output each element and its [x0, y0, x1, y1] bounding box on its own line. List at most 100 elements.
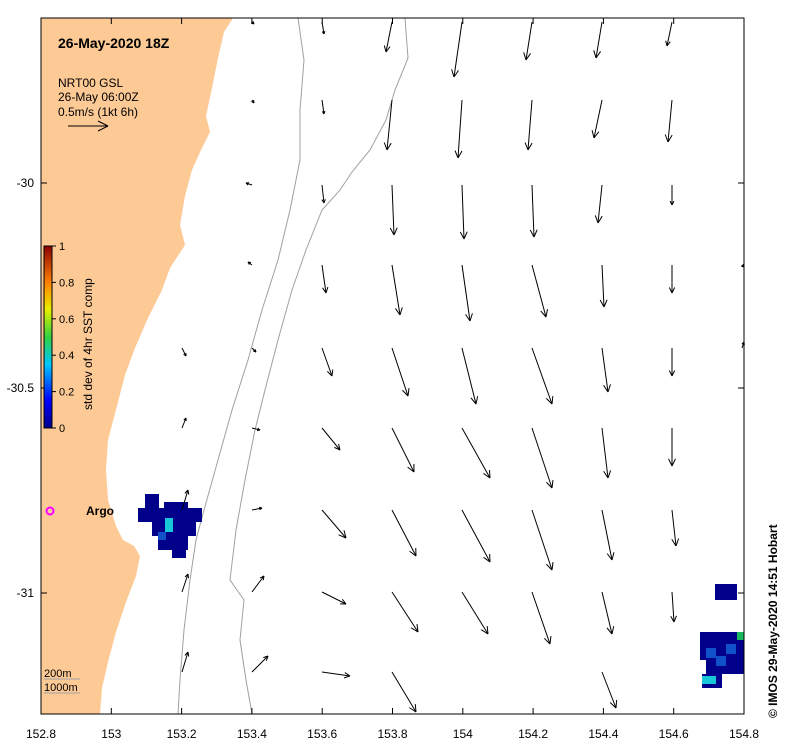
legend-scale: 0.5m/s (1kt 6h) [58, 105, 138, 119]
current-vector [601, 509, 615, 561]
colorbar-tick-label: 0.8 [59, 277, 74, 289]
current-vector [391, 509, 417, 557]
current-vector [391, 591, 419, 633]
current-vector [461, 509, 491, 563]
current-vector [391, 427, 415, 473]
current-vector [245, 182, 253, 186]
colorbar-tick-label: 0.6 [59, 314, 74, 326]
current-vector [531, 509, 554, 571]
x-tick-label: 153 [101, 727, 121, 741]
current-vector [601, 591, 615, 635]
current-vector [383, 21, 393, 53]
colorbar-tick-label: 0 [59, 423, 65, 435]
current-vector [321, 347, 334, 377]
current-vector [251, 99, 255, 104]
current-vector [461, 427, 491, 479]
y-tick-label: -31 [17, 586, 35, 600]
current-vector [321, 591, 347, 605]
current-vector [531, 427, 554, 489]
current-vector [321, 99, 326, 115]
x-tick-label: 153.8 [377, 727, 407, 741]
current-vector [664, 99, 673, 143]
current-vector [461, 591, 489, 635]
argo-label: Argo [86, 504, 114, 518]
current-vector [668, 348, 676, 377]
colorbar-tick-label: 0.4 [59, 350, 74, 362]
legend-product: NRT00 GSL [58, 76, 123, 90]
current-vector [181, 651, 190, 673]
y-tick-label: -30.5 [7, 381, 35, 395]
current-vector [524, 99, 533, 151]
scale-arrow [68, 120, 109, 132]
current-vector [529, 184, 538, 238]
x-tick-label: 152.8 [26, 727, 56, 741]
x-tick-label: 154.4 [588, 727, 618, 741]
colorbar-ticks: 1 0.8 0.6 0.4 0.2 0 [52, 241, 74, 435]
current-vectors [181, 21, 745, 713]
x-tick-label: 154.8 [729, 727, 759, 741]
x-tick-label: 153.4 [237, 727, 267, 741]
current-vector [601, 427, 612, 479]
sst-patch-west [138, 494, 202, 558]
current-vector [321, 427, 341, 451]
contour-200m [177, 17, 305, 715]
current-vector [391, 264, 403, 316]
x-tick-label: 154.6 [659, 727, 689, 741]
colorbar-tick-label: 1 [59, 241, 65, 253]
current-vector [321, 264, 329, 294]
current-vector [251, 655, 269, 673]
argo-marker-icon [45, 506, 55, 516]
current-vector [531, 264, 548, 318]
x-tick-label: 154 [453, 727, 473, 741]
current-vector [591, 99, 603, 139]
current-vector [599, 264, 608, 308]
land-mass [41, 18, 233, 714]
current-vector [459, 184, 468, 240]
current-vector [251, 347, 257, 353]
current-vector [389, 184, 398, 236]
colorbar-tick-label: 0.2 [59, 387, 74, 399]
current-vector [251, 575, 265, 593]
current-vector [391, 347, 410, 397]
current-vector [247, 261, 253, 266]
current-vector [601, 671, 618, 709]
current-vector [668, 428, 676, 467]
axis-ticks: 152.8 153 153.2 153.4 153.6 153.8 154 154.2 154.… [7, 18, 759, 741]
current-vector [523, 21, 533, 61]
current-vector [601, 347, 611, 393]
depth-legend-200m: 200m [44, 668, 72, 680]
current-vector [251, 427, 261, 432]
current-vector [321, 184, 326, 204]
current-vector [461, 264, 473, 322]
sst-patch-east [700, 584, 744, 688]
current-vector [391, 671, 417, 713]
colorbar [43, 245, 53, 429]
map-title: 26-May-2020 18Z [58, 35, 170, 51]
x-tick-label: 153.2 [167, 727, 197, 741]
current-vector [181, 573, 190, 593]
current-vector [451, 21, 463, 78]
current-vector [670, 591, 677, 623]
current-vector [181, 489, 190, 511]
depth-legend-1000m: 1000m [44, 682, 78, 694]
x-tick-label: 154.2 [518, 727, 548, 741]
current-vector [671, 509, 680, 547]
current-vector [251, 506, 263, 511]
colorbar-label: std dev of 4hr SST comp [81, 278, 95, 410]
current-vector [461, 347, 479, 405]
current-vector [594, 184, 603, 224]
current-vector [383, 99, 393, 151]
current-vector [181, 347, 187, 357]
current-vector [321, 509, 347, 539]
current-vector [668, 265, 676, 294]
contour-1000m [229, 17, 409, 715]
current-vector [669, 185, 675, 206]
current-vector [454, 99, 463, 159]
x-tick-label: 153.6 [307, 727, 337, 741]
current-vector [181, 417, 187, 429]
current-vector [321, 671, 351, 679]
current-vector [665, 21, 673, 47]
current-vector [531, 591, 552, 645]
current-vector [531, 347, 554, 405]
